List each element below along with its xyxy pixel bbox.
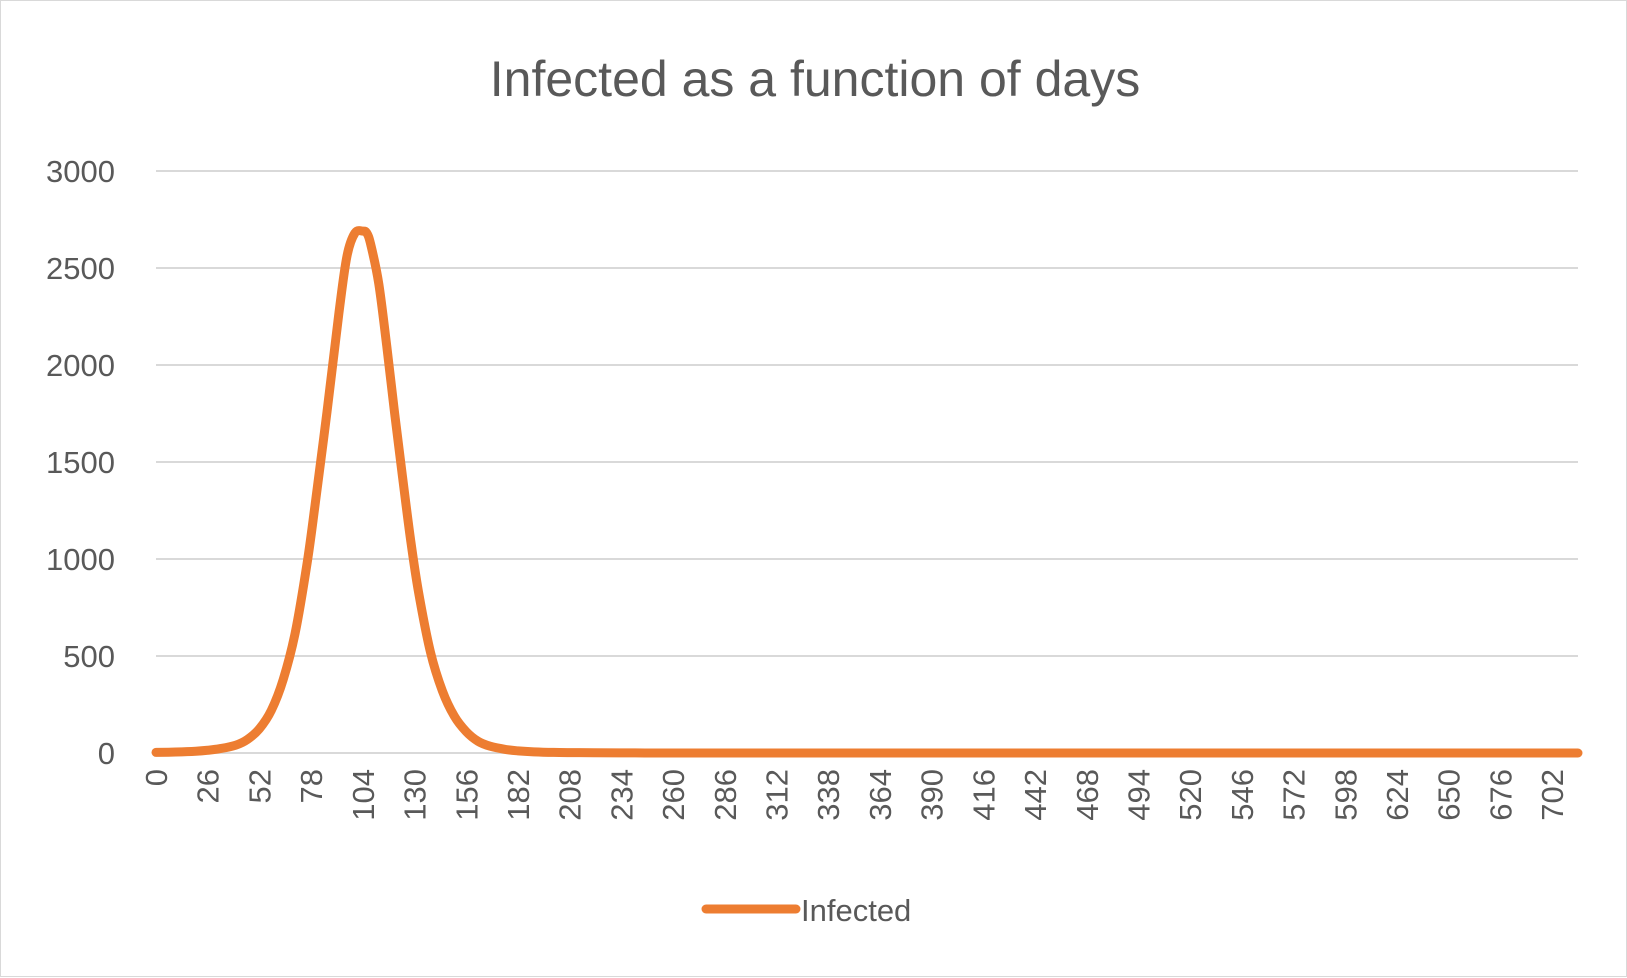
x-tick-label: 286 — [708, 769, 743, 821]
legend: Infected — [701, 893, 911, 928]
x-tick-label: 416 — [966, 769, 1001, 821]
x-tick-label: 442 — [1018, 769, 1053, 821]
x-tick-label: 130 — [398, 769, 433, 821]
y-axis-ticks: 0 500 1000 1500 2000 2500 3000 — [46, 154, 115, 771]
y-tick-label: 0 — [98, 736, 115, 771]
x-tick-label: 26 — [191, 769, 226, 803]
gridlines — [156, 170, 1578, 754]
x-tick-label: 572 — [1277, 769, 1312, 821]
x-tick-label: 312 — [760, 769, 795, 821]
x-tick-label: 364 — [863, 769, 898, 821]
x-tick-label: 494 — [1121, 769, 1156, 821]
x-tick-label: 650 — [1432, 769, 1467, 821]
series-layer — [151, 226, 1583, 758]
x-tick-label: 338 — [811, 769, 846, 821]
x-tick-label: 546 — [1225, 769, 1260, 821]
y-tick-label: 1500 — [46, 445, 115, 480]
x-tick-label: 676 — [1483, 769, 1518, 821]
x-tick-label: 78 — [294, 769, 329, 803]
x-tick-label: 0 — [139, 769, 174, 786]
x-tick-label: 182 — [501, 769, 536, 821]
x-tick-label: 624 — [1380, 769, 1415, 821]
y-tick-label: 500 — [63, 639, 115, 674]
x-tick-label: 390 — [915, 769, 950, 821]
y-tick-label: 2500 — [46, 251, 115, 286]
x-axis-ticks: 0 26 52 78 104 130 156 182 208 234 260 286 312 338 364… — [139, 769, 1570, 821]
chart-title: Infected as a function of days — [490, 51, 1140, 107]
x-tick-label: 520 — [1173, 769, 1208, 821]
x-tick-label: 208 — [553, 769, 588, 821]
x-tick-label: 598 — [1328, 769, 1363, 821]
x-tick-label: 156 — [449, 769, 484, 821]
legend-label-infected: Infected — [801, 893, 911, 928]
series-line-infected — [151, 226, 1583, 758]
y-tick-label: 3000 — [46, 154, 115, 189]
x-tick-label: 104 — [346, 769, 381, 821]
x-tick-label: 260 — [656, 769, 691, 821]
x-tick-label: 468 — [1070, 769, 1105, 821]
y-tick-label: 1000 — [46, 542, 115, 577]
x-tick-label: 52 — [242, 769, 277, 803]
x-tick-label: 702 — [1535, 769, 1570, 821]
y-tick-label: 2000 — [46, 348, 115, 383]
x-tick-label: 234 — [604, 769, 639, 821]
